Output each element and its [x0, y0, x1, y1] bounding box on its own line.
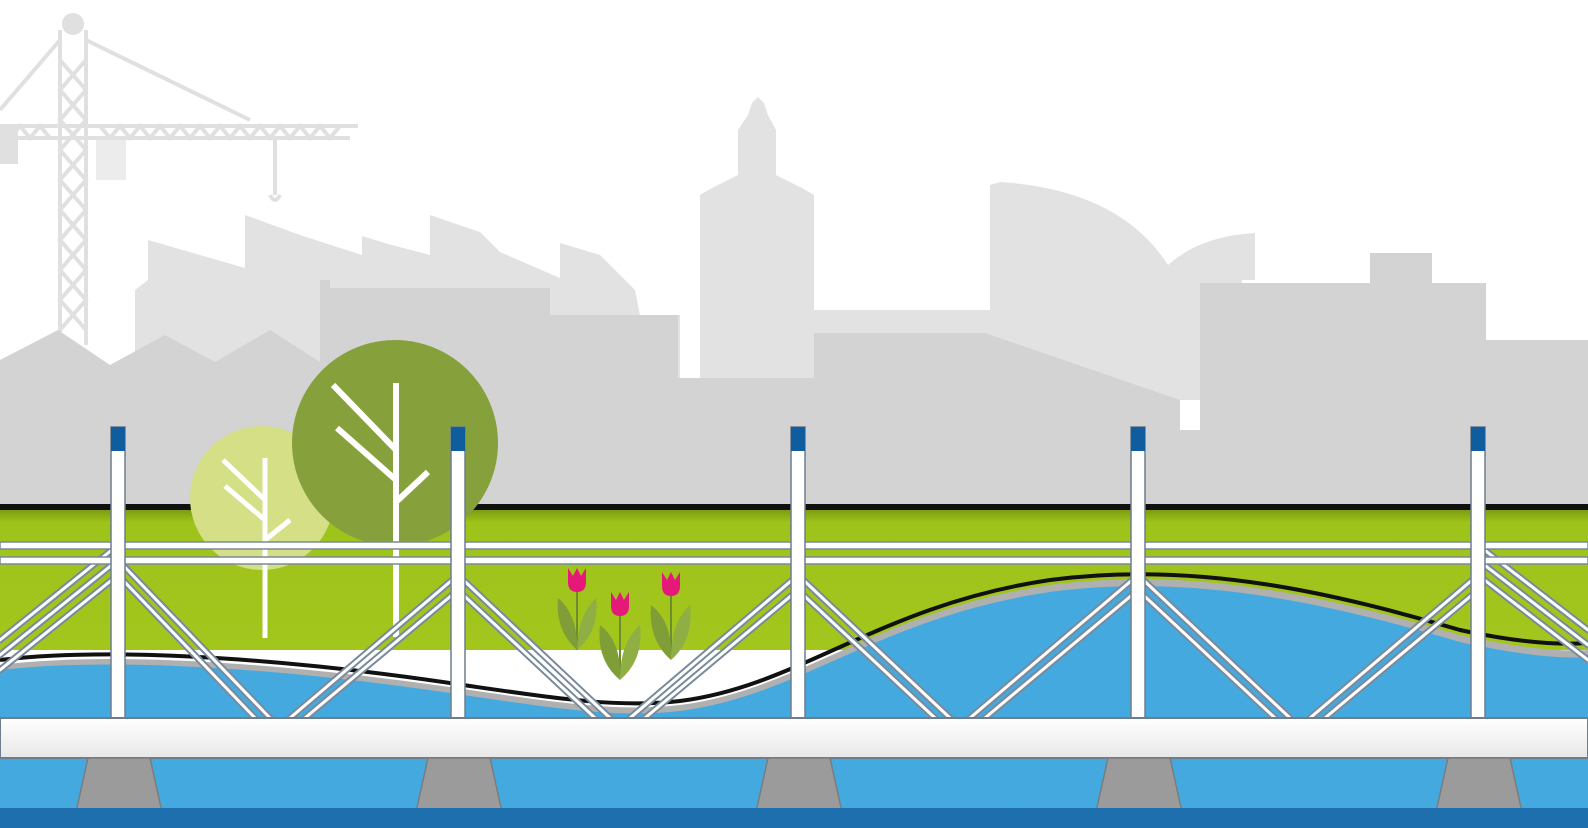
construction-crane-icon — [0, 13, 358, 345]
bridge-post — [790, 426, 806, 720]
bridge-post — [1470, 426, 1486, 720]
bridge-posts — [110, 426, 1486, 720]
tree-dark — [292, 340, 498, 637]
bridge-post — [110, 426, 126, 720]
wave-scallops — [0, 808, 1588, 828]
bridge-post — [450, 426, 466, 720]
bridge-deck — [0, 717, 1588, 759]
bridge-piers — [75, 757, 1523, 813]
bridge-post — [1130, 426, 1146, 720]
water-waves — [0, 808, 1588, 828]
tulip-flower-icon — [557, 568, 691, 680]
